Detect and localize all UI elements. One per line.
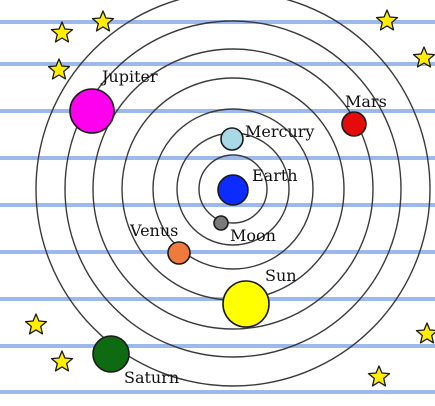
mars-label: Mars <box>345 92 387 111</box>
star-icon <box>417 323 435 343</box>
saturn-circle <box>93 336 129 372</box>
star-icon <box>377 10 398 30</box>
earth-circle <box>218 175 248 205</box>
mercury-label: Mercury <box>245 122 314 141</box>
jupiter-circle <box>70 89 114 133</box>
star-icon <box>369 366 390 386</box>
sun-label: Sun <box>265 266 297 285</box>
star-icon <box>52 351 73 371</box>
star-icon <box>26 314 47 334</box>
moon-circle <box>214 216 228 230</box>
mercury-circle <box>221 128 243 150</box>
star-icon <box>49 59 70 79</box>
saturn-label: Saturn <box>124 368 179 387</box>
venus-label: Venus <box>129 221 178 240</box>
earth-label: Earth <box>252 166 298 185</box>
jupiter-label: Jupiter <box>100 67 158 86</box>
sun-circle <box>223 281 269 327</box>
star-icon <box>52 22 73 42</box>
star-icon <box>93 11 114 31</box>
mars-circle <box>342 112 366 136</box>
moon-label: Moon <box>230 226 276 245</box>
venus-circle <box>168 242 190 264</box>
